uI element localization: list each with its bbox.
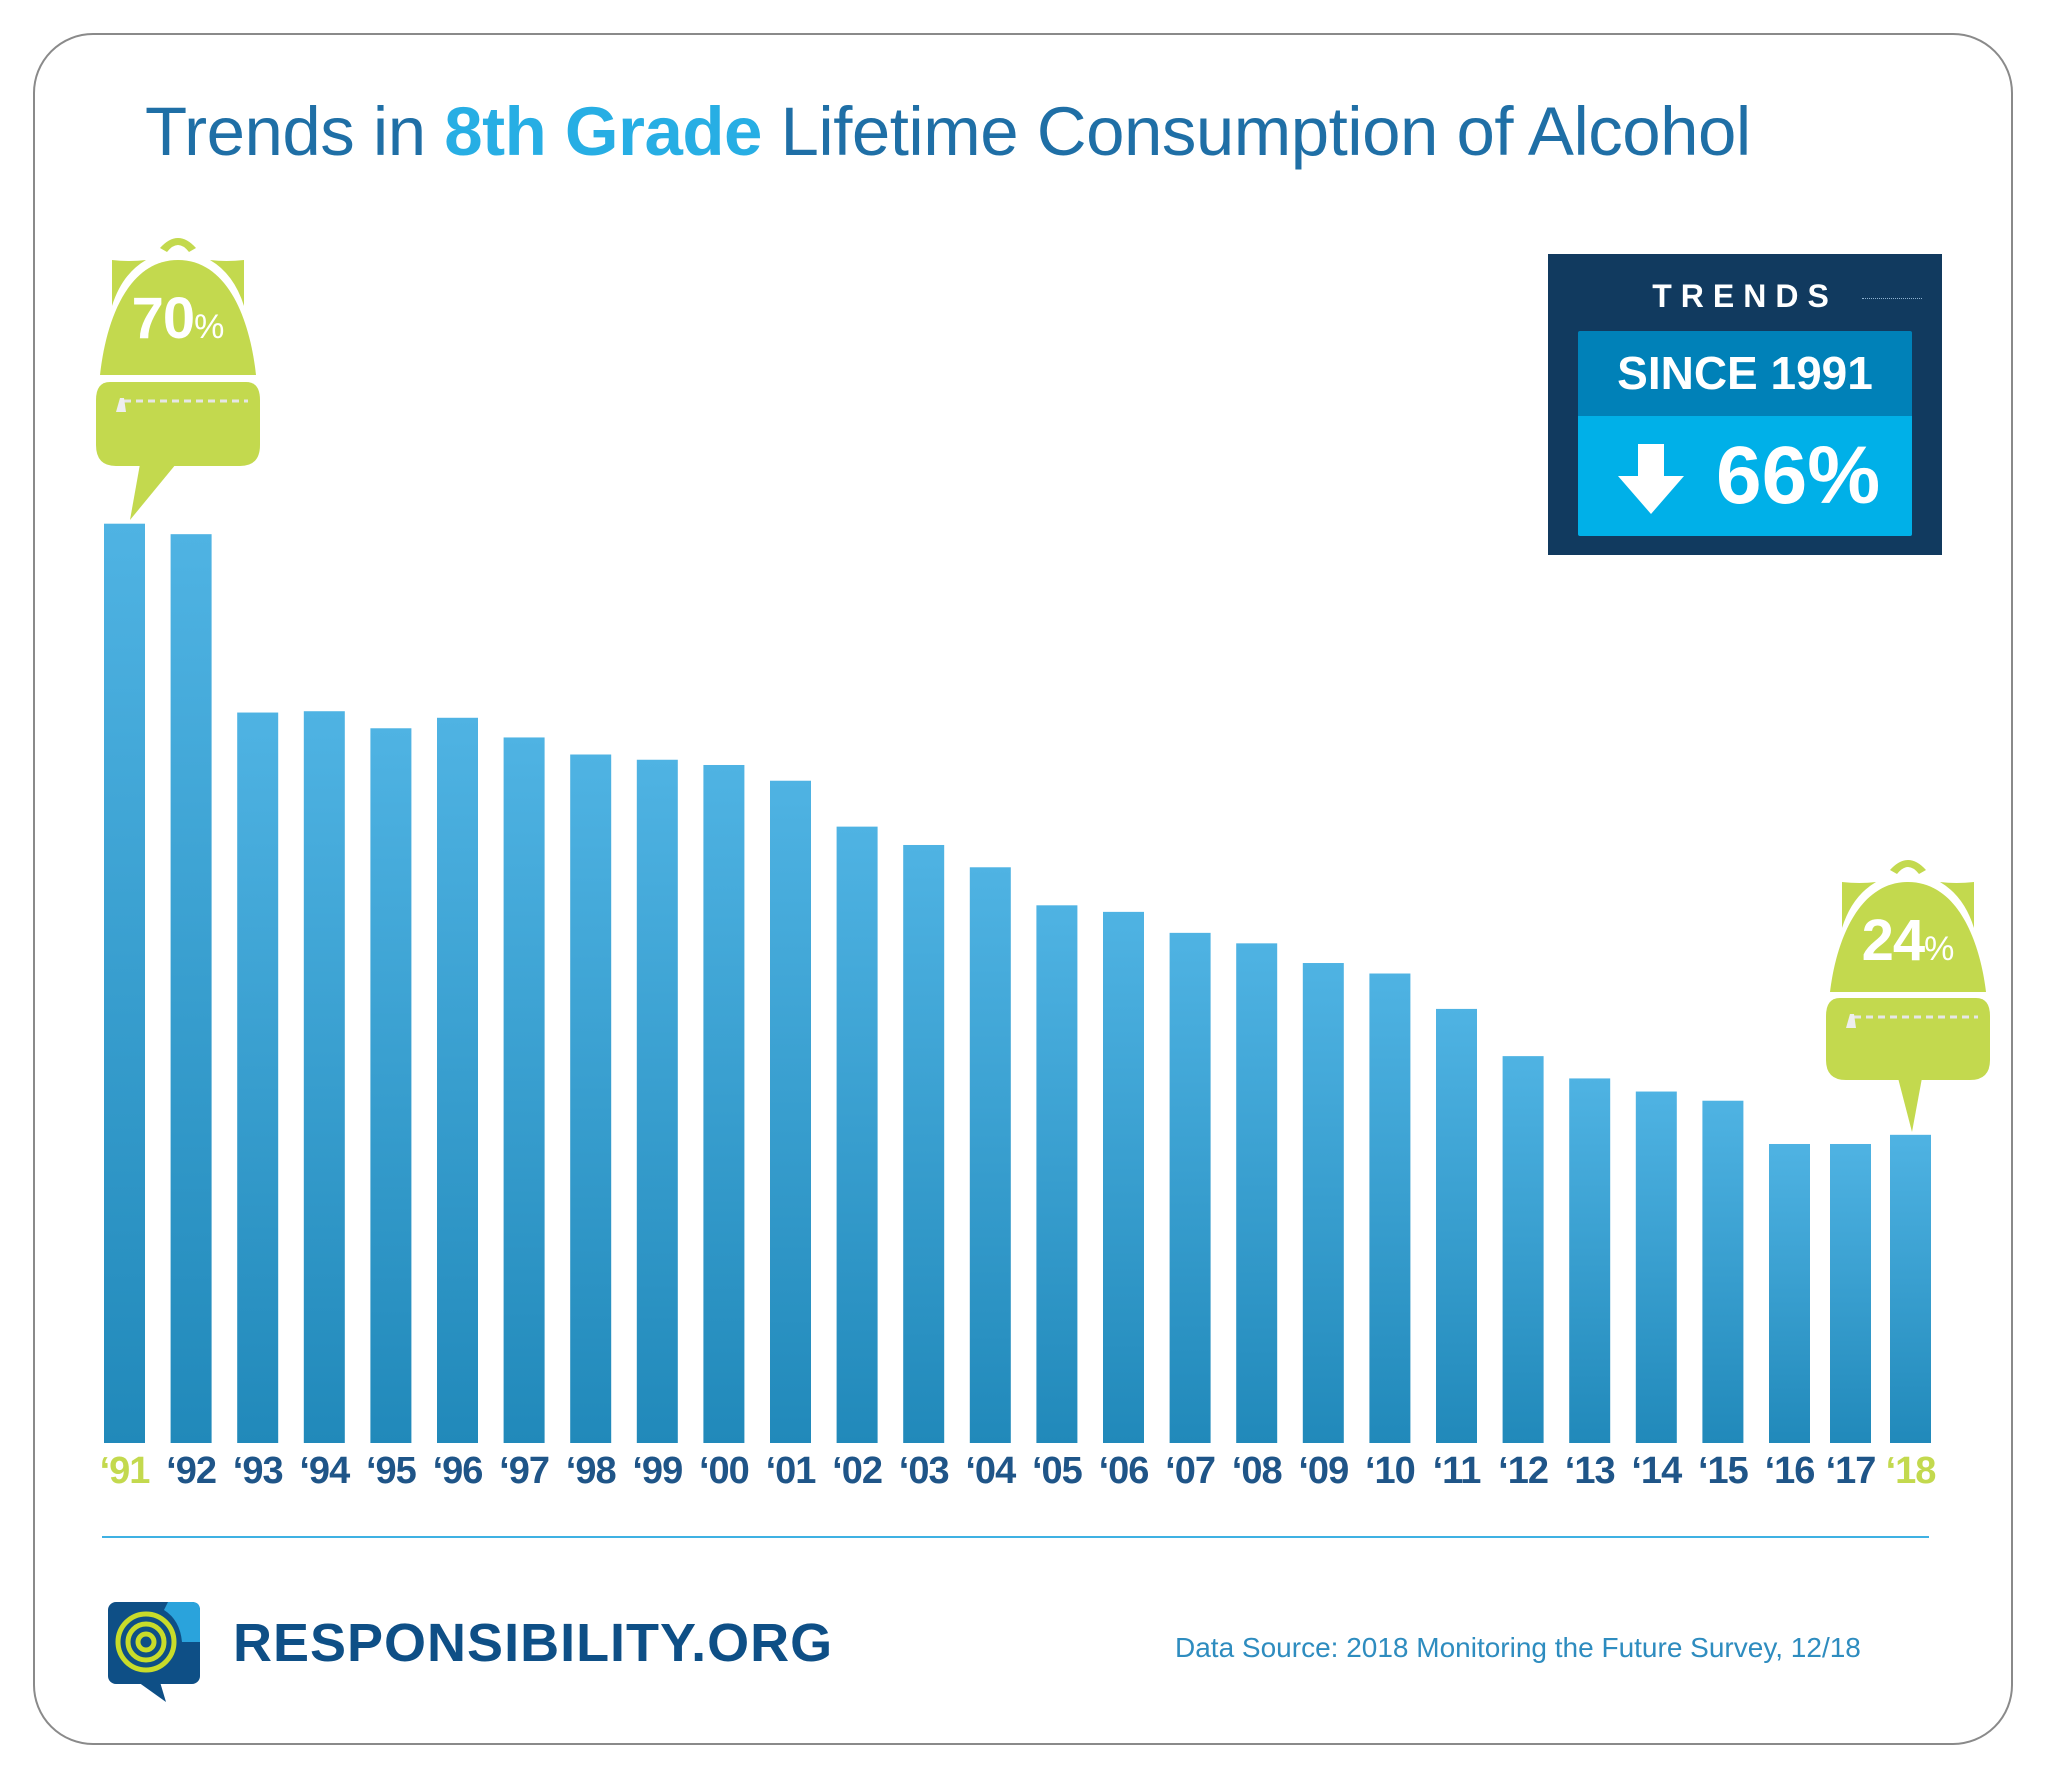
bar-12 (1502, 1056, 1544, 1443)
x-tick-label: ‘07 (1165, 1450, 1216, 1492)
x-tick-label: ‘95 (365, 1450, 417, 1492)
x-tick-label: ‘03 (898, 1450, 950, 1492)
percent-symbol: % (1924, 930, 1955, 968)
bar-09 (1302, 963, 1344, 1443)
backpack-icon (1826, 860, 1990, 1132)
percent-symbol: % (194, 308, 225, 346)
x-tick-label: ‘96 (432, 1450, 484, 1492)
backpack-icon (96, 238, 260, 520)
x-tick-label: ‘01 (765, 1450, 817, 1492)
x-tick-label: ‘12 (1498, 1450, 1549, 1492)
arrow-down-icon (1618, 444, 1684, 514)
trend-heading-text: TRENDS (1652, 278, 1838, 314)
bar-18 (1890, 1134, 1931, 1443)
x-tick-label: ‘04 (965, 1450, 1016, 1492)
bar-91 (104, 523, 145, 1443)
x-tick-label: ‘17 (1825, 1450, 1877, 1492)
bar-93 (237, 712, 279, 1443)
bar-04 (969, 867, 1011, 1443)
x-tick-label: ‘11 (1432, 1450, 1482, 1492)
bar-10 (1369, 973, 1411, 1443)
x-tick-label: ‘16 (1764, 1450, 1816, 1492)
x-tick-label: ‘14 (1631, 1450, 1682, 1492)
trend-change-value: 66% (1716, 430, 1881, 521)
x-tick-label: ‘92 (166, 1450, 217, 1492)
x-tick-label: ‘13 (1564, 1450, 1616, 1492)
bar-05 (1036, 905, 1078, 1443)
bar-16 (1769, 1143, 1810, 1443)
x-tick-label: ‘09 (1298, 1450, 1349, 1492)
x-tick-label: ‘10 (1364, 1450, 1416, 1492)
trend-summary-box: TRENDS SINCE 1991 66% (1548, 254, 1942, 555)
title-highlight: 8th Grade (444, 93, 762, 170)
x-tick-label: ‘93 (232, 1450, 284, 1492)
title-prefix: Trends in (145, 93, 426, 170)
x-tick-label: ‘05 (1031, 1450, 1083, 1492)
bar-92 (170, 534, 212, 1443)
x-tick-label: ‘06 (1098, 1450, 1150, 1492)
bar-01 (770, 780, 811, 1443)
trend-since-label: SINCE 1991 (1578, 331, 1912, 416)
bar-02 (836, 826, 878, 1443)
end-callout-value: 24% (1818, 907, 1998, 974)
bar-14 (1635, 1091, 1677, 1443)
bar-08 (1236, 943, 1278, 1443)
x-tick-label: ‘15 (1697, 1450, 1749, 1492)
bar-94 (303, 711, 345, 1443)
x-tick-label: ‘99 (632, 1450, 683, 1492)
bar-13 (1569, 1078, 1611, 1443)
x-tick-label: ‘94 (299, 1450, 350, 1492)
bar-99 (636, 759, 678, 1443)
data-source: Data Source: 2018 Monitoring the Future … (1175, 1632, 1861, 1663)
x-tick-label: ‘02 (832, 1450, 883, 1492)
bar-96 (437, 717, 478, 1443)
title-suffix: Lifetime Consumption of Alcohol (780, 93, 1752, 170)
x-tick-label: ‘08 (1231, 1450, 1283, 1492)
start-callout: 70% (88, 230, 268, 520)
bar-06 (1103, 911, 1144, 1443)
bar-03 (903, 844, 945, 1443)
trend-change: 66% (1578, 416, 1912, 536)
x-tick-label: ‘91 (99, 1450, 151, 1492)
end-value: 24 (1861, 908, 1926, 973)
divider-line (102, 1536, 1929, 1538)
target-speech-bubble-icon (108, 1602, 200, 1702)
brand-name: RESPONSIBILITY.ORG (233, 1613, 834, 1673)
bar-97 (503, 737, 545, 1443)
x-tick-label: ‘18 (1885, 1450, 1937, 1492)
bar-11 (1436, 1008, 1477, 1443)
end-callout: 24% (1818, 852, 1998, 1142)
bar-98 (570, 754, 612, 1443)
bar-00 (703, 764, 745, 1443)
x-tick-label: ‘00 (698, 1450, 750, 1492)
dotted-rule (1862, 298, 1922, 299)
start-value: 70 (131, 286, 196, 351)
x-tick-label: ‘97 (499, 1450, 550, 1492)
bars-group (104, 523, 1931, 1443)
bar-95 (370, 728, 412, 1443)
chart-title: Trends in 8th Grade Lifetime Consumption… (145, 92, 1751, 172)
bar-17 (1830, 1143, 1871, 1443)
trend-heading: TRENDS (1548, 278, 1942, 315)
start-callout-value: 70% (88, 285, 268, 352)
x-tick-label: ‘98 (565, 1450, 617, 1492)
bar-15 (1702, 1100, 1744, 1443)
bar-07 (1169, 932, 1211, 1443)
